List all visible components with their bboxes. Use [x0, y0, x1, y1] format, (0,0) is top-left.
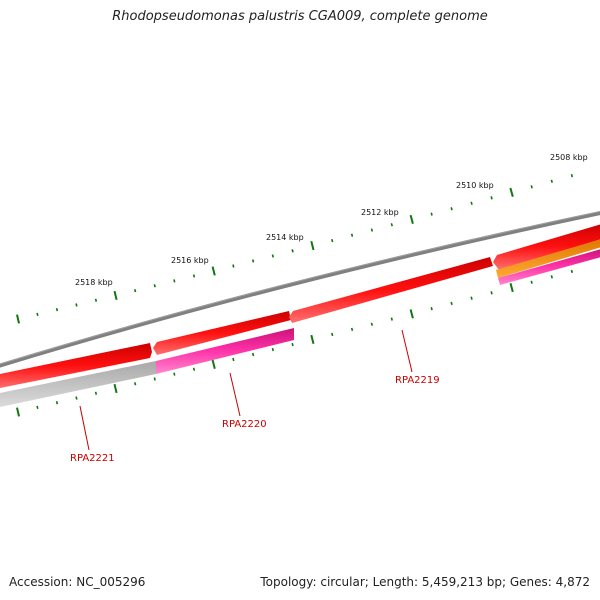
- tick-mark: [490, 291, 493, 295]
- tick-mark: [570, 173, 574, 178]
- tick-mark: [36, 312, 39, 316]
- tick-mark: [192, 367, 196, 371]
- genome-backbone: [0, 211, 600, 368]
- tick-mark: [350, 327, 354, 331]
- scale-label-2516: 2516 kbp: [171, 256, 209, 265]
- tick-mark: [331, 238, 334, 243]
- scale-label-2518: 2518 kbp: [75, 278, 113, 287]
- cds-forward-3[interactable]: [289, 257, 493, 323]
- gene-label-rpa2220[interactable]: RPA2220: [222, 419, 267, 430]
- cds-forward-1[interactable]: [0, 343, 152, 389]
- tick-mark: [490, 196, 493, 200]
- cds-forward-4[interactable]: [493, 223, 600, 270]
- tick-mark: [450, 207, 453, 211]
- tick-mark: [55, 401, 59, 405]
- tick-mark: [509, 282, 514, 293]
- map-title: Rhodopseudomonas palustris CGA009, compl…: [112, 9, 488, 24]
- tick-mark: [470, 201, 473, 205]
- cds-forward-2[interactable]: [153, 311, 291, 355]
- tick-mark: [370, 322, 374, 326]
- tick-mark: [271, 347, 274, 352]
- tick-mark: [251, 352, 255, 357]
- tick-mark: [409, 309, 414, 319]
- tick-mark: [75, 303, 78, 307]
- cds-reverse-pink-2[interactable]: [498, 248, 600, 285]
- inner-tick-ring: [16, 269, 574, 417]
- tick-mark: [113, 290, 118, 301]
- tick-mark: [94, 391, 98, 395]
- tick-mark: [310, 334, 315, 345]
- tick-mark: [113, 383, 118, 394]
- cds-reverse-gray[interactable]: [0, 361, 156, 408]
- forward-strand-features: [0, 223, 600, 389]
- genome-summary-text: Topology: circular; Length: 5,459,213 bp…: [260, 575, 590, 589]
- gene-label-rpa2219[interactable]: RPA2219: [395, 375, 440, 386]
- outer-tick-ring: [16, 173, 574, 324]
- tick-mark: [16, 407, 20, 417]
- tick-mark: [36, 405, 39, 409]
- scale-label-2510: 2510 kbp: [456, 181, 494, 190]
- tick-mark: [251, 259, 255, 263]
- gene-label-rpa2221[interactable]: RPA2221: [70, 453, 115, 464]
- tick-mark: [291, 249, 294, 253]
- tick-mark: [16, 314, 20, 324]
- scale-label-2508: 2508 kbp: [550, 153, 588, 162]
- tick-mark: [271, 254, 274, 258]
- tick-mark: [530, 280, 533, 284]
- tick-mark: [550, 179, 553, 183]
- tick-mark: [94, 298, 98, 302]
- tick-mark: [570, 269, 574, 274]
- accession-text: Accession: NC_005296: [9, 575, 146, 589]
- scale-label-2514: 2514 kbp: [266, 233, 304, 242]
- tick-mark: [232, 357, 235, 362]
- tick-mark: [430, 307, 433, 311]
- tick-mark: [134, 289, 137, 293]
- tick-mark: [211, 359, 216, 369]
- tick-mark: [331, 332, 334, 337]
- cds-reverse-orange[interactable]: [496, 238, 600, 278]
- tick-mark: [232, 264, 235, 268]
- tick-mark: [173, 372, 176, 376]
- tick-mark: [370, 228, 374, 232]
- tick-mark: [409, 214, 414, 225]
- tick-mark: [192, 274, 196, 278]
- tick-mark: [134, 382, 137, 386]
- tick-mark: [211, 266, 216, 276]
- tick-mark: [390, 317, 393, 321]
- tick-mark: [153, 377, 156, 381]
- tick-mark: [530, 185, 533, 189]
- tick-mark: [450, 301, 453, 306]
- cds-reverse-pink[interactable]: [156, 328, 294, 374]
- gene-leaders: [79, 329, 413, 451]
- tick-mark: [75, 396, 78, 400]
- tick-mark: [153, 284, 156, 288]
- tick-mark: [55, 308, 59, 312]
- reverse-strand-features: [0, 238, 600, 408]
- gene-labels: RPA2221 RPA2220 RPA2219: [70, 375, 440, 464]
- tick-mark: [509, 187, 514, 197]
- scale-labels: 2518 kbp 2516 kbp 2514 kbp 2512 kbp 2510…: [75, 153, 588, 287]
- tick-mark: [550, 275, 553, 279]
- tick-mark: [310, 241, 315, 251]
- tick-mark: [173, 279, 176, 283]
- tick-mark: [430, 212, 433, 216]
- tick-mark: [470, 296, 473, 300]
- scale-label-2512: 2512 kbp: [361, 208, 399, 217]
- tick-mark: [350, 233, 354, 237]
- tick-mark: [291, 342, 294, 347]
- tick-mark: [390, 223, 393, 227]
